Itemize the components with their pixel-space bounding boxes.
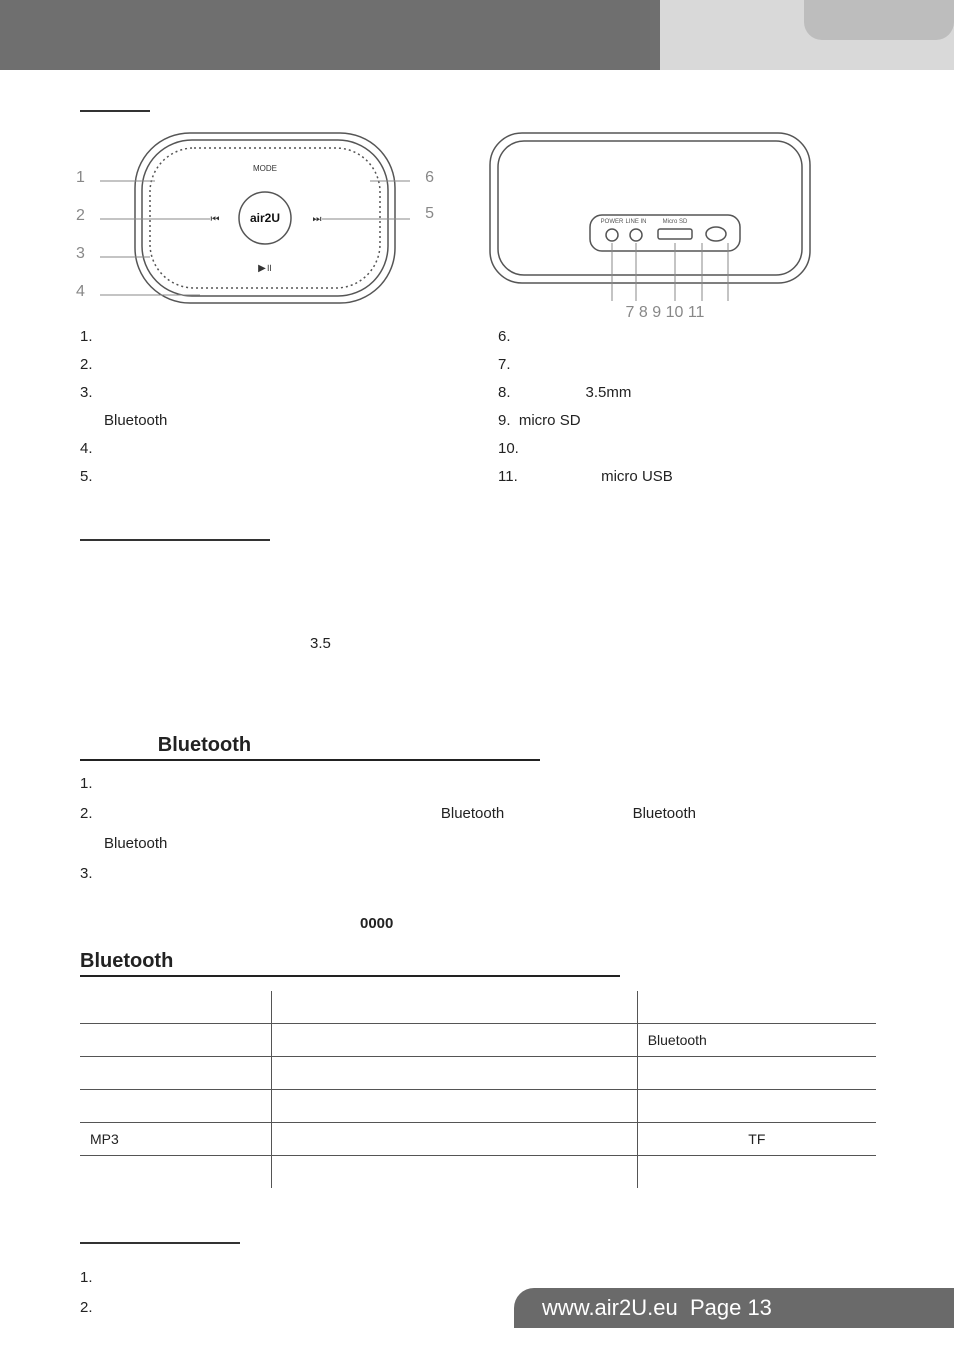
step-text: Bluetooth <box>441 805 504 822</box>
cell <box>271 1123 637 1156</box>
legend-num: 1. <box>80 328 93 345</box>
step-num: 2. <box>80 805 93 822</box>
section-notes-title <box>80 1224 240 1244</box>
back-view-svg: POWER LINE IN Micro SD 7 8 9 10 11 <box>470 123 830 323</box>
legend-num: 2. <box>80 356 93 373</box>
back-numbers: 7 8 9 10 11 <box>626 304 705 321</box>
page: MODE air2U ⏮ ⏭ ▶॥ 1 <box>0 0 954 1350</box>
prev-icon: ⏮ <box>211 214 220 225</box>
cell <box>80 991 271 1024</box>
cell <box>637 1156 876 1189</box>
step-num: 1. <box>80 775 93 792</box>
cell: Bluetooth <box>637 1024 876 1057</box>
legend-num: 9. <box>498 412 511 429</box>
table-row <box>80 991 876 1024</box>
modes-table: Bluetooth MP3 TF <box>80 991 876 1188</box>
cell <box>80 1156 271 1189</box>
bt-pair-title: Bluetooth <box>158 734 251 756</box>
step-text: Bluetooth <box>633 805 696 822</box>
table-row <box>80 1156 876 1189</box>
center-logo: air2U <box>250 211 280 225</box>
legend-num: 6. <box>498 328 511 345</box>
cell <box>80 1090 271 1123</box>
cell <box>271 1057 637 1090</box>
play-pause-icon: ▶॥ <box>258 263 272 274</box>
section-connect-title <box>80 521 270 541</box>
cell <box>637 1057 876 1090</box>
callout: 3 <box>76 245 85 283</box>
top-view-svg: MODE air2U ⏮ ⏭ ▶॥ <box>80 123 430 323</box>
legend-num: 7. <box>498 356 511 373</box>
legend-num: 11. <box>498 468 518 485</box>
footer: www.air2U.eu Page 13 <box>514 1288 954 1328</box>
port-label: LINE IN <box>625 219 646 225</box>
cell <box>80 1024 271 1057</box>
callouts-left: 1 2 3 4 <box>76 169 85 321</box>
content: MODE air2U ⏮ ⏭ ▶॥ 1 <box>80 92 876 1323</box>
table-row: Bluetooth <box>80 1024 876 1057</box>
figures-row: MODE air2U ⏮ ⏭ ▶॥ 1 <box>80 123 876 323</box>
legend-num: 4. <box>80 440 93 457</box>
table-row <box>80 1090 876 1123</box>
pin-code: 0000 <box>80 915 876 932</box>
next-icon: ⏭ <box>313 214 322 225</box>
cell <box>271 1090 637 1123</box>
cell: TF <box>637 1123 876 1156</box>
connect-body: 3.5 <box>80 628 876 660</box>
table-row <box>80 1057 876 1090</box>
section-bt-pair: Bluetooth 1. 2. Bluetooth Bluetooth Blue… <box>80 734 876 932</box>
legend-text: 3.5mm <box>586 384 632 401</box>
callouts-right: 6 5 <box>425 169 434 241</box>
table-row: MP3 TF <box>80 1123 876 1156</box>
cell <box>271 1024 637 1057</box>
legend-num: 10. <box>498 440 519 457</box>
legend-text: micro USB <box>601 468 673 485</box>
cell <box>80 1057 271 1090</box>
bt-steps: 1. 2. Bluetooth Bluetooth Bluetooth 3. <box>80 769 876 889</box>
callout: 1 <box>76 169 85 207</box>
section-connect: 3.5 <box>80 521 876 698</box>
callout: 5 <box>425 205 434 241</box>
figure-back-view: POWER LINE IN Micro SD 7 8 9 10 11 <box>470 123 830 323</box>
figure-top-view: MODE air2U ⏮ ⏭ ▶॥ 1 <box>80 123 430 323</box>
step-text: Bluetooth <box>104 835 167 852</box>
step-num: 3. <box>80 865 93 882</box>
port-label: Micro SD <box>663 219 688 225</box>
footer-page: Page 13 <box>690 1295 772 1321</box>
cell: MP3 <box>80 1123 271 1156</box>
legend-num: 8. <box>498 384 511 401</box>
callout: 4 <box>76 283 85 321</box>
footer-url: www.air2U.eu <box>542 1295 678 1321</box>
legend-right: 6. 7. 8. 3.5mm 9. micro SD 10. 11. micro… <box>498 323 876 491</box>
side-tab <box>804 0 954 40</box>
legend-num: 3. <box>80 384 93 401</box>
port-label: POWER <box>601 219 624 225</box>
section-overview-title <box>80 92 150 112</box>
cell <box>637 1090 876 1123</box>
callout: 6 <box>425 169 434 205</box>
legend-num: 5. <box>80 468 93 485</box>
header-dark <box>0 0 660 70</box>
cell <box>271 1156 637 1189</box>
mode-label: MODE <box>253 164 277 173</box>
bt-table-title: Bluetooth <box>80 950 620 977</box>
legend-columns: 1. 2. 3. Bluetooth 4. 5. 6. 7. 8. 3.5mm … <box>80 323 876 491</box>
legend-text: micro SD <box>519 412 581 429</box>
section-bt-table: Bluetooth Bluetooth MP3 TF <box>80 950 876 1188</box>
cell <box>637 991 876 1024</box>
legend-text: Bluetooth <box>104 412 167 429</box>
legend-left: 1. 2. 3. Bluetooth 4. 5. <box>80 323 458 491</box>
cell <box>271 991 637 1024</box>
callout: 2 <box>76 207 85 245</box>
